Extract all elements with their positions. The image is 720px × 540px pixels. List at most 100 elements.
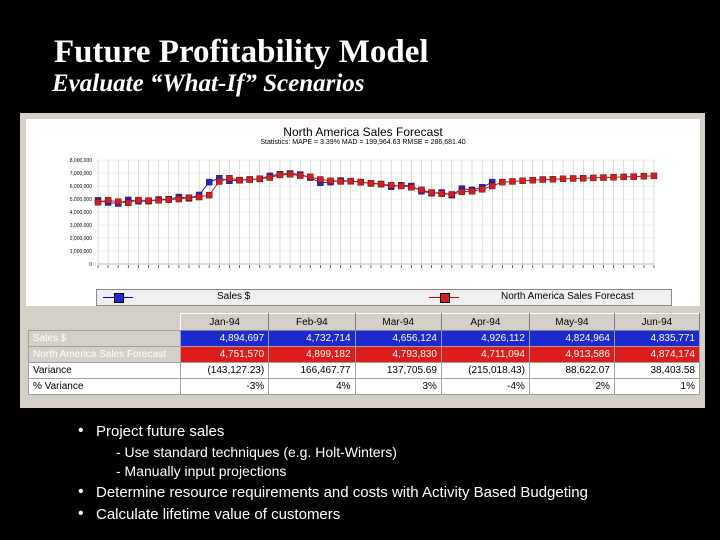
table-row: North America Sales Forecast 4,751,570 4,8… xyxy=(27,346,701,363)
table-cell[interactable]: 4,656,124 xyxy=(354,330,442,347)
forecast-point[interactable] xyxy=(650,172,658,180)
forecast-point[interactable] xyxy=(418,186,425,194)
forecast-point[interactable] xyxy=(236,176,243,184)
forecast-point[interactable] xyxy=(195,193,203,201)
table-cell[interactable]: 137,705.69 xyxy=(354,362,442,379)
sales-point[interactable] xyxy=(205,178,213,186)
forecast-point[interactable] xyxy=(630,173,637,180)
table-row: Variance (143,127.23) 166,467.77 137,705.69… xyxy=(27,362,701,379)
forecast-point[interactable] xyxy=(226,175,233,182)
table-cell[interactable]: 3% xyxy=(354,378,442,395)
table-cell[interactable]: 4,926,112 xyxy=(440,330,530,347)
y-tick-label: 2,000,000 xyxy=(70,236,92,242)
table-cell[interactable]: 1% xyxy=(613,378,701,395)
table-cell[interactable]: 4,899,182 xyxy=(268,346,356,363)
forecast-point[interactable] xyxy=(286,171,294,178)
forecast-table[interactable]: Jan-94 Feb-94 Mar-94 Apr-94 May-94 Jun-94 Sal… xyxy=(27,313,701,401)
forecast-point[interactable] xyxy=(266,174,274,181)
forecast-point[interactable] xyxy=(205,191,213,199)
chart-statistics: Statistics: MAPE = 3.39% MAD = 199,964.6… xyxy=(260,139,466,146)
table-cell[interactable]: 4,894,697 xyxy=(180,330,270,347)
forecast-point[interactable] xyxy=(256,175,263,183)
chart-area: 8,000,000 7,000,000 6,000,000 5,000,000 4,00… xyxy=(26,119,700,306)
forecast-point[interactable] xyxy=(377,180,385,188)
forecast-point[interactable] xyxy=(317,176,324,183)
column-header[interactable]: Apr-94 xyxy=(440,313,530,331)
forecast-point[interactable] xyxy=(569,175,577,182)
bullet-text: Determine resource requirements and cost… xyxy=(96,484,588,501)
forecast-point[interactable] xyxy=(408,184,415,191)
forecast-point[interactable] xyxy=(104,197,112,204)
column-header[interactable]: Jan-94 xyxy=(180,313,270,331)
forecast-point[interactable] xyxy=(387,182,395,189)
table-cell[interactable]: 88,622.07 xyxy=(528,362,615,379)
y-tick-label: 0 xyxy=(89,262,92,268)
table-cell[interactable]: (143,127.23) xyxy=(180,362,270,379)
table-cell[interactable]: 4,824,964 xyxy=(528,330,615,347)
table-cell[interactable]: 166,467.77 xyxy=(268,362,356,379)
table-cell[interactable]: 4,874,174 xyxy=(613,346,701,363)
forecast-point[interactable] xyxy=(590,174,597,182)
forecast-point[interactable] xyxy=(620,173,627,181)
forecast-point[interactable] xyxy=(580,175,587,182)
table-cell[interactable]: 4,793,830 xyxy=(354,346,442,363)
forecast-point[interactable] xyxy=(539,176,546,183)
forecast-point[interactable] xyxy=(398,182,405,190)
forecast-point[interactable] xyxy=(357,178,365,186)
table-cell[interactable]: 4,913,586 xyxy=(528,346,615,363)
forecast-point[interactable] xyxy=(276,171,284,179)
forecast-point[interactable] xyxy=(367,180,375,187)
forecast-point[interactable] xyxy=(307,173,314,181)
forecast-point[interactable] xyxy=(216,178,223,185)
forecast-point[interactable] xyxy=(175,195,183,203)
forecast-point[interactable] xyxy=(347,177,354,185)
forecast-point[interactable] xyxy=(529,176,536,184)
forecast-point[interactable] xyxy=(458,188,466,196)
table-corner xyxy=(28,313,181,331)
forecast-point[interactable] xyxy=(468,187,476,195)
table-cell[interactable]: 4,732,714 xyxy=(268,330,356,347)
forecast-point[interactable] xyxy=(185,194,193,201)
forecast-point[interactable] xyxy=(640,173,648,180)
forecast-point[interactable] xyxy=(489,182,496,190)
chart-legend[interactable]: Sales $ North America Sales Forecast xyxy=(96,289,672,306)
table-cell[interactable]: 4,835,771 xyxy=(613,330,701,347)
forecast-point[interactable] xyxy=(478,186,486,193)
row-label: Variance xyxy=(27,362,182,379)
table-cell[interactable]: 38,403.58 xyxy=(613,362,701,379)
forecast-point[interactable] xyxy=(115,198,122,205)
forecast-point[interactable] xyxy=(155,197,162,204)
forecast-point[interactable] xyxy=(559,175,567,183)
y-tick-label: 1,000,000 xyxy=(70,249,92,255)
forecast-point[interactable] xyxy=(448,191,456,198)
forecast-point[interactable] xyxy=(246,176,253,183)
table-cell[interactable]: (215,018.43) xyxy=(440,362,530,379)
column-header[interactable]: Feb-94 xyxy=(268,313,356,331)
table-cell[interactable]: 4,711,094 xyxy=(440,346,530,363)
forecast-point[interactable] xyxy=(509,178,516,185)
forecast-point[interactable] xyxy=(296,172,304,179)
table-cell[interactable]: 4,751,570 xyxy=(180,346,270,363)
forecast-point[interactable] xyxy=(600,174,607,181)
forecast-point[interactable] xyxy=(94,199,102,206)
forecast-point[interactable] xyxy=(337,178,344,185)
forecast-point[interactable] xyxy=(125,199,132,206)
forecast-point[interactable] xyxy=(327,177,334,184)
forecast-point[interactable] xyxy=(165,196,172,203)
forecast-point[interactable] xyxy=(519,177,526,184)
table-cell[interactable]: -4% xyxy=(440,378,530,395)
column-header[interactable]: Mar-94 xyxy=(354,313,442,331)
table-cell[interactable]: 4% xyxy=(268,378,356,395)
forecast-point[interactable] xyxy=(135,196,142,204)
forecast-chart: 8,000,000 7,000,000 6,000,000 5,000,000 4,00… xyxy=(70,158,658,268)
column-header[interactable]: May-94 xyxy=(528,313,615,331)
table-cell[interactable]: -3% xyxy=(180,378,270,395)
forecast-point[interactable] xyxy=(610,174,617,181)
table-cell[interactable]: 2% xyxy=(528,378,615,395)
forecast-point[interactable] xyxy=(438,190,445,198)
column-header[interactable]: Jun-94 xyxy=(613,313,701,331)
forecast-point[interactable] xyxy=(499,178,506,186)
forecast-point[interactable] xyxy=(428,189,435,196)
forecast-point[interactable] xyxy=(549,176,557,183)
forecast-point[interactable] xyxy=(145,197,152,204)
